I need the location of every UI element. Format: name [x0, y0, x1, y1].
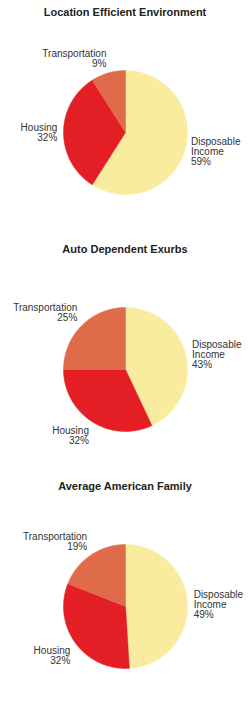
- html-text:Location Efficient Environment: Location Efficient Environment: [43, 6, 207, 18]
- svg-text:Transportation25%: Transportation25%: [13, 302, 77, 323]
- svg-text:DisposableIncome49%: DisposableIncome49%: [194, 589, 244, 620]
- svg-text:Housing32%: Housing32%: [34, 645, 71, 666]
- svg-text:DisposableIncome43%: DisposableIncome43%: [192, 339, 242, 370]
- svg-text:Housing32%: Housing32%: [52, 425, 89, 446]
- svg-text:Housing32%: Housing32%: [21, 122, 58, 143]
- svg-text:DisposableIncome59%: DisposableIncome59%: [191, 136, 241, 167]
- html-text:Auto Dependent Exurbs: Auto Dependent Exurbs: [62, 243, 188, 255]
- html-text:Average American Family: Average American Family: [58, 480, 192, 492]
- svg-text:Transportation9%: Transportation9%: [42, 48, 106, 69]
- svg-text:Transportation19%: Transportation19%: [23, 531, 87, 552]
